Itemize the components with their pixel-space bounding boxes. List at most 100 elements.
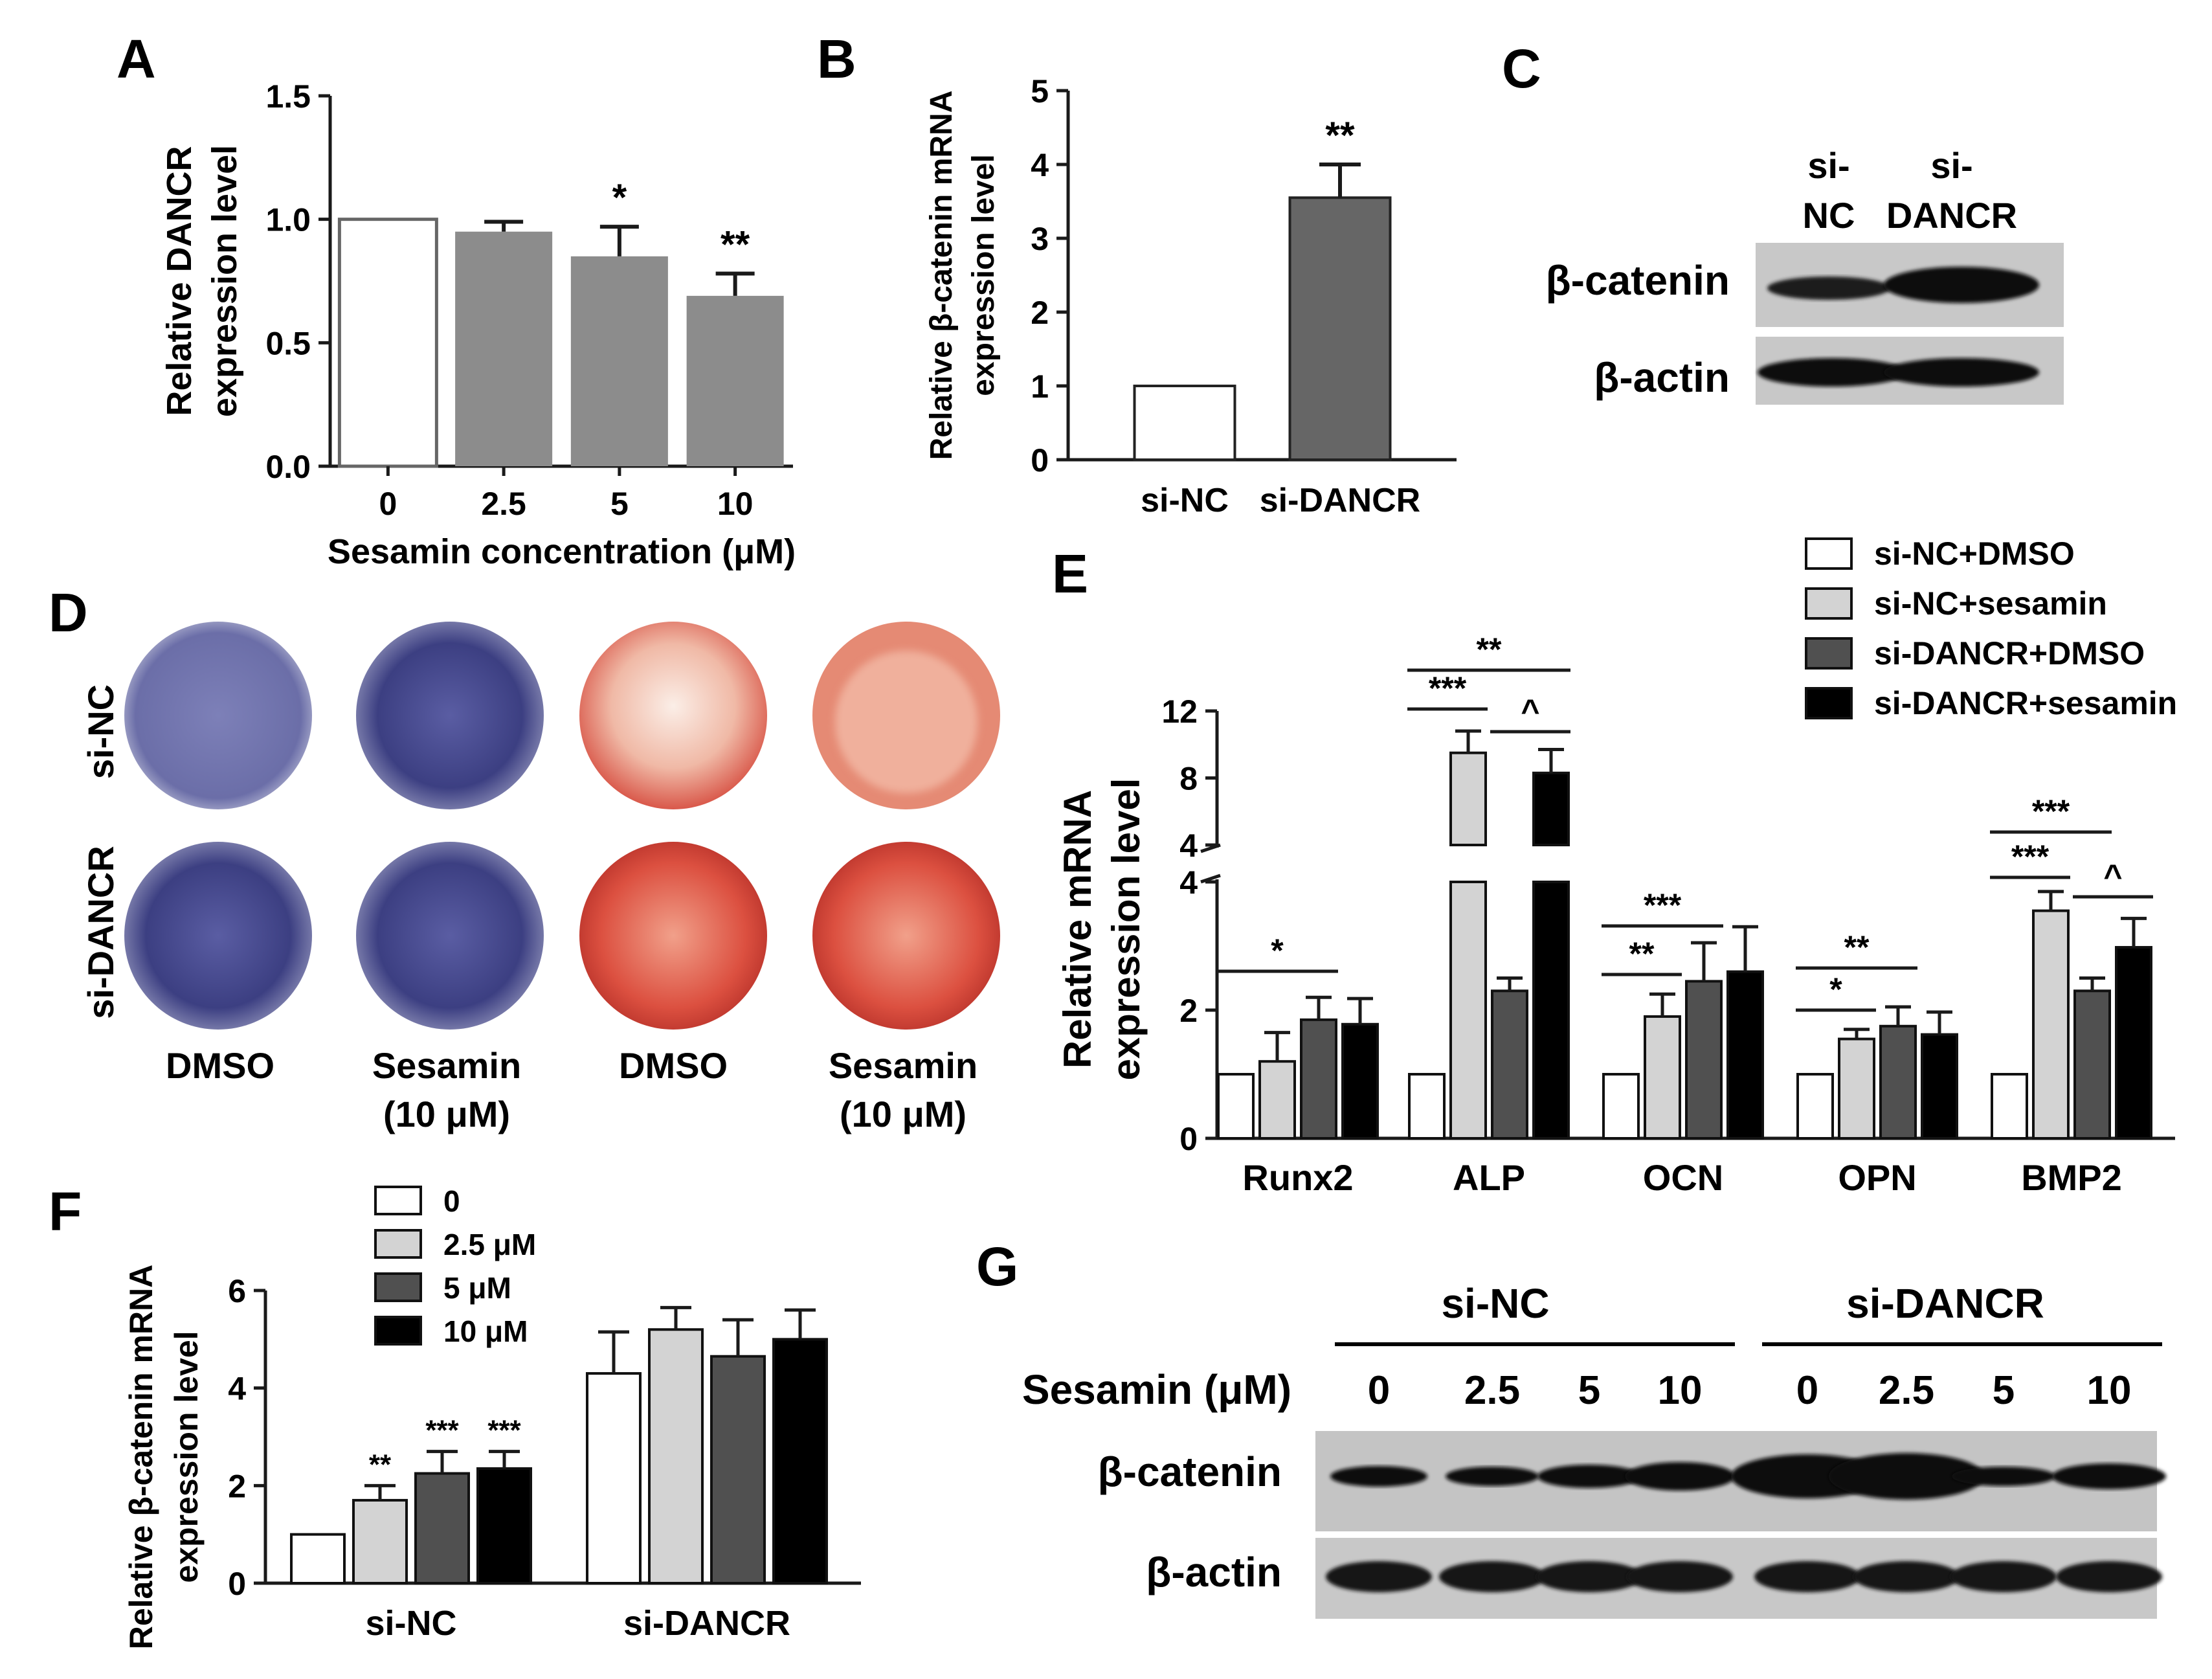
western-blot-g: si-NC si-DANCR Sesamin (μM) 0 2.5 5 10 0 2.5 5…	[1022, 1280, 2166, 1619]
y-tick-label: 2	[1031, 295, 1049, 331]
blot-band	[1754, 1561, 1860, 1592]
x-tick-label: Runx2	[1242, 1157, 1353, 1198]
bar	[648, 1328, 704, 1584]
blot-g-treatment-label: Sesamin (μM)	[1022, 1366, 1291, 1413]
blot-c-band	[1767, 276, 1890, 300]
blot-band	[1627, 1561, 1733, 1592]
blot-g-group-label: si-DANCR	[1846, 1280, 2044, 1327]
y-tick-label: 0	[1031, 442, 1049, 479]
bar	[2073, 989, 2111, 1140]
dish-col-label: DMSO	[166, 1045, 274, 1086]
blot-band	[2052, 1463, 2166, 1489]
bar	[1300, 1018, 1337, 1140]
dose-label: 0	[1368, 1368, 1390, 1413]
panel-letter-g: G	[976, 1236, 1018, 1297]
bar	[1217, 1073, 1255, 1140]
bar	[1258, 1060, 1296, 1140]
blot-c-row-label: β-catenin	[1546, 257, 1730, 304]
blot-band	[1625, 1462, 1735, 1491]
significance-mark: *	[612, 177, 627, 219]
significance-mark: *	[1271, 932, 1284, 969]
blot-band	[1330, 1466, 1427, 1487]
legend-label: 2.5 μM	[443, 1228, 536, 1261]
bar	[1602, 1073, 1640, 1140]
dish-image	[835, 651, 978, 793]
legend-label: si-NC+sesamin	[1874, 585, 2107, 622]
bar	[1532, 881, 1570, 1140]
dish-col-label: (10 μM)	[840, 1094, 966, 1134]
blot-c-band	[1758, 358, 1906, 387]
y-tick-label: 2	[1179, 993, 1198, 1029]
dish-row-label: si-DANCR	[80, 846, 121, 1019]
dose-label: 2.5	[1879, 1368, 1934, 1413]
bar	[1288, 196, 1392, 461]
y-tick-label: 3	[1031, 221, 1049, 257]
bar	[772, 1338, 828, 1584]
y-axis-label: expression level	[1104, 778, 1148, 1081]
x-tick-label: 10	[717, 486, 754, 522]
legend-swatch	[374, 1186, 422, 1215]
x-tick-label: 0	[379, 486, 397, 522]
bar	[1879, 1024, 1917, 1140]
x-axis-label: Sesamin concentration (μM)	[328, 532, 796, 571]
dose-label: 5	[1993, 1368, 2015, 1413]
bar	[1341, 1022, 1379, 1140]
y-tick-label: 0.0	[265, 449, 311, 485]
y-axis-label: Relative DANCR	[160, 146, 199, 416]
y-tick-label: 1.5	[265, 78, 311, 115]
legend-label: 10 μM	[443, 1314, 528, 1348]
significance-mark: ^	[1521, 693, 1539, 729]
significance-mark: ^	[2103, 858, 2122, 894]
legend-swatch	[374, 1272, 422, 1302]
legend-label: si-NC+DMSO	[1874, 535, 2075, 572]
dish-row-label: si-NC	[80, 684, 121, 779]
y-tick-label: 0	[228, 1566, 246, 1602]
panel-letter-c: C	[1502, 38, 1541, 99]
significance-mark: ***	[2032, 793, 2070, 829]
legend-swatch	[1805, 687, 1853, 719]
dose-label: 10	[1658, 1368, 1703, 1413]
dish-image	[579, 842, 767, 1030]
y-axis-label: expression level	[168, 1331, 205, 1583]
bar	[1532, 771, 1570, 847]
bar	[1449, 881, 1487, 1140]
significance-mark: **	[1477, 631, 1502, 668]
blot-band	[1326, 1561, 1432, 1592]
y-tick-label: 5	[1031, 73, 1049, 109]
legend-label: si-DANCR+DMSO	[1874, 635, 2145, 671]
blot-c-lane-label: si-	[1930, 145, 1972, 186]
y-tick-label: 4	[1179, 864, 1198, 901]
bar	[455, 231, 553, 466]
panel-letter-e: E	[1052, 543, 1088, 604]
y-axis-label: Relative mRNA	[1056, 790, 1099, 1068]
x-tick-label: OCN	[1643, 1157, 1723, 1198]
x-tick-label: si-NC	[365, 1604, 456, 1643]
legend-swatch	[1805, 537, 1853, 570]
y-tick-label: 1	[1031, 368, 1049, 405]
bar	[1726, 970, 1764, 1140]
blot-g-group-label: si-NC	[1441, 1280, 1549, 1327]
dish-image	[356, 842, 544, 1030]
staining-panel-d: si-NC si-DANCR DMSO Sesamin (10 μM) DMSO…	[80, 622, 1000, 1134]
y-tick-label: 4	[1179, 828, 1198, 864]
legend-swatch	[374, 1229, 422, 1259]
x-tick-label: ALP	[1453, 1157, 1525, 1198]
legend-label: 5 μM	[443, 1271, 511, 1305]
bar	[686, 295, 784, 466]
bar	[1796, 1073, 1834, 1140]
bar	[1644, 1015, 1681, 1140]
legend-label: si-DANCR+sesamin	[1874, 685, 2177, 721]
blot-g-row-label: β-actin	[1146, 1549, 1282, 1595]
y-axis-label: Relative β-catenin mRNA	[123, 1265, 159, 1650]
dose-label: 0	[1796, 1368, 1818, 1413]
x-tick-label: 5	[610, 486, 629, 522]
x-tick-label: OPN	[1838, 1157, 1916, 1198]
bar	[2115, 945, 2152, 1140]
dish-image	[812, 842, 1000, 1030]
blot-band	[1829, 1453, 1984, 1500]
chart-a: 0.0 0.5 1.0 1.5 0 2.5 * 5 ** 10 Sesamin concentrat…	[160, 78, 796, 571]
dish-image	[124, 842, 312, 1030]
